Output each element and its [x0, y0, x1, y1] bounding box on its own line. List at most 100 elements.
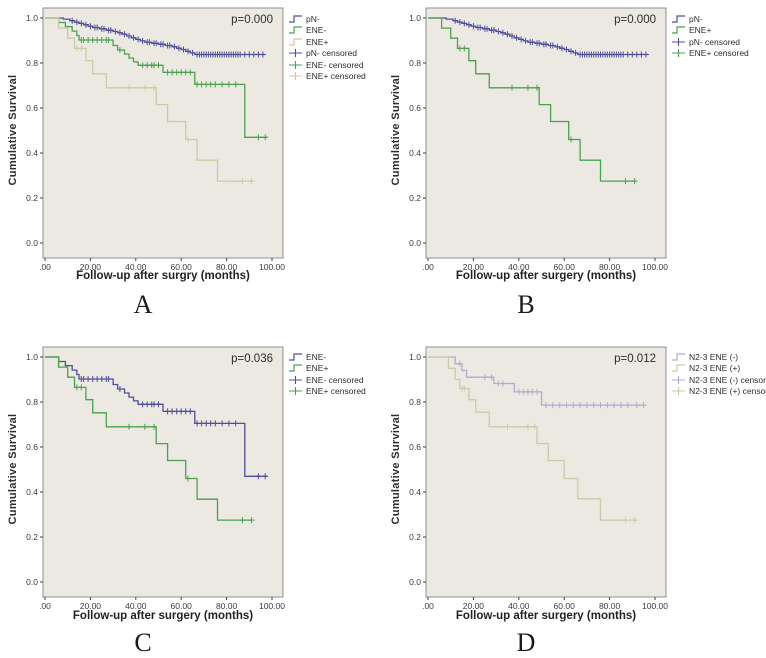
- y-tick-label: 1.0: [26, 352, 38, 362]
- y-tick-label: 0.2: [409, 193, 421, 203]
- censor-mark: [583, 402, 590, 409]
- legend-censored-plus-icon: [289, 60, 302, 69]
- x-tick-label: 20.00: [80, 262, 102, 272]
- censor-mark: [141, 423, 148, 430]
- censor-mark: [105, 37, 112, 43]
- censor-mark: [151, 423, 157, 430]
- x-tick-label: 60.00: [171, 262, 193, 272]
- legend-label: N2-3 ENE (+) censored: [689, 386, 766, 397]
- p-value: p=0.012: [614, 353, 656, 365]
- legend-a: pN- ENE- ENE+ pN- censored ENE- censored ENE+…: [288, 13, 383, 82]
- legend-item: ENE+: [288, 363, 383, 375]
- plot-frame: [42, 346, 284, 598]
- legend-censored-plus-icon: [289, 375, 302, 384]
- censor-mark: [577, 402, 584, 409]
- censor-mark: [212, 81, 219, 88]
- x-tick-label: .00: [422, 262, 434, 272]
- censor-mark: [185, 475, 191, 482]
- censor-mark: [187, 408, 194, 415]
- censor-mark: [556, 402, 563, 409]
- censor-mark: [180, 46, 187, 53]
- x-tick-label: 100.00: [259, 601, 285, 611]
- plot-frame: [425, 346, 667, 598]
- legend-label: ENE- censored: [306, 59, 364, 70]
- y-tick-label: 1.0: [26, 13, 38, 23]
- panel-letter-d: D: [516, 628, 536, 657]
- censor-mark: [239, 178, 246, 185]
- censor-mark: [78, 20, 85, 27]
- x-tick-label: .00: [39, 262, 51, 272]
- censor-mark: [543, 41, 549, 48]
- legend-item: N2-3 ENE (+) censored: [671, 386, 766, 398]
- y-tick-label: 0.8: [26, 397, 38, 407]
- legend-d: N2-3 ENE (-) N2-3 ENE (+) N2-3 ENE (-) cen…: [671, 351, 766, 397]
- y-tick-label: 0.0: [26, 238, 38, 248]
- censor-mark: [116, 386, 123, 392]
- y-tick-label: 0.0: [26, 577, 38, 587]
- censor-mark: [185, 48, 191, 55]
- y-tick-label: 0.0: [409, 238, 421, 248]
- censor-mark: [549, 402, 556, 409]
- km-plot-b: .00 20.00 40.00 60.00 80.00 100.00 0.0 0.2 0.4 0.…: [409, 7, 668, 272]
- x-tick-label: 60.00: [171, 601, 193, 611]
- y-tick-label: 0.4: [26, 148, 38, 158]
- censor-mark: [563, 46, 570, 53]
- x-tick-label: 40.00: [508, 601, 530, 611]
- x-axis-label: Follow-up after surgery (months): [455, 270, 637, 282]
- p-value: p=0.000: [614, 14, 656, 26]
- legend-label: N2-3 ENE (-): [689, 351, 739, 362]
- survival-curve: [428, 17, 635, 182]
- censor-mark: [590, 402, 597, 409]
- legend-censored-plus-icon: [289, 72, 302, 81]
- censor-mark: [101, 25, 107, 32]
- legend-label: pN-: [306, 13, 320, 24]
- censor-mark: [212, 420, 219, 427]
- legend-label: ENE+ censored: [306, 386, 366, 397]
- legend-label: pN- censored: [689, 36, 741, 47]
- censor-mark: [633, 402, 640, 409]
- censor-mark: [94, 24, 101, 31]
- censor-mark: [631, 517, 638, 524]
- censor-mark: [255, 134, 262, 141]
- legend-label: pN-: [689, 13, 703, 24]
- censor-mark: [568, 48, 574, 55]
- censor-mark: [160, 41, 166, 48]
- panel-letter-c: C: [134, 628, 152, 657]
- censor-mark: [572, 49, 579, 56]
- censor-mark: [536, 40, 543, 47]
- legend-label: ENE+: [306, 363, 329, 374]
- y-tick-label: 0.0: [409, 577, 421, 587]
- x-tick-label: 100.00: [259, 262, 285, 272]
- censor-mark: [155, 62, 162, 69]
- censor-mark: [456, 360, 463, 367]
- censor-mark: [262, 134, 269, 141]
- legend-item: N2-3 ENE (-): [671, 351, 766, 363]
- censor-mark: [73, 19, 80, 26]
- censor-mark: [139, 37, 146, 44]
- y-tick-label: 0.4: [26, 487, 38, 497]
- legend-item: pN-: [671, 13, 766, 25]
- legend-item: pN- censored: [671, 36, 766, 48]
- censor-mark: [495, 28, 502, 35]
- censor-mark: [617, 402, 624, 409]
- y-tick-label: 0.2: [26, 193, 38, 203]
- legend-item: N2-3 ENE (+): [671, 363, 766, 375]
- y-tick-label: 0.6: [409, 442, 421, 452]
- legend-line-icon: [672, 15, 685, 23]
- legend-line-icon: [289, 15, 302, 23]
- censor-mark: [87, 23, 94, 30]
- censor-mark: [499, 380, 506, 387]
- y-tick-label: 0.8: [409, 397, 421, 407]
- legend-censored-plus-icon: [289, 49, 302, 58]
- legend-item: N2-3 ENE (-) censored: [671, 374, 766, 386]
- y-tick-label: 0.8: [409, 58, 421, 68]
- censor-mark: [107, 27, 114, 34]
- censor-mark: [518, 36, 525, 43]
- legend-item: ENE+ censored: [288, 71, 383, 83]
- y-tick-label: 0.6: [409, 103, 421, 113]
- censor-mark: [461, 20, 468, 27]
- p-value: p=0.000: [231, 14, 273, 26]
- legend-censored-plus-icon: [672, 37, 685, 46]
- x-tick-label: .00: [422, 601, 434, 611]
- censor-mark: [624, 402, 631, 409]
